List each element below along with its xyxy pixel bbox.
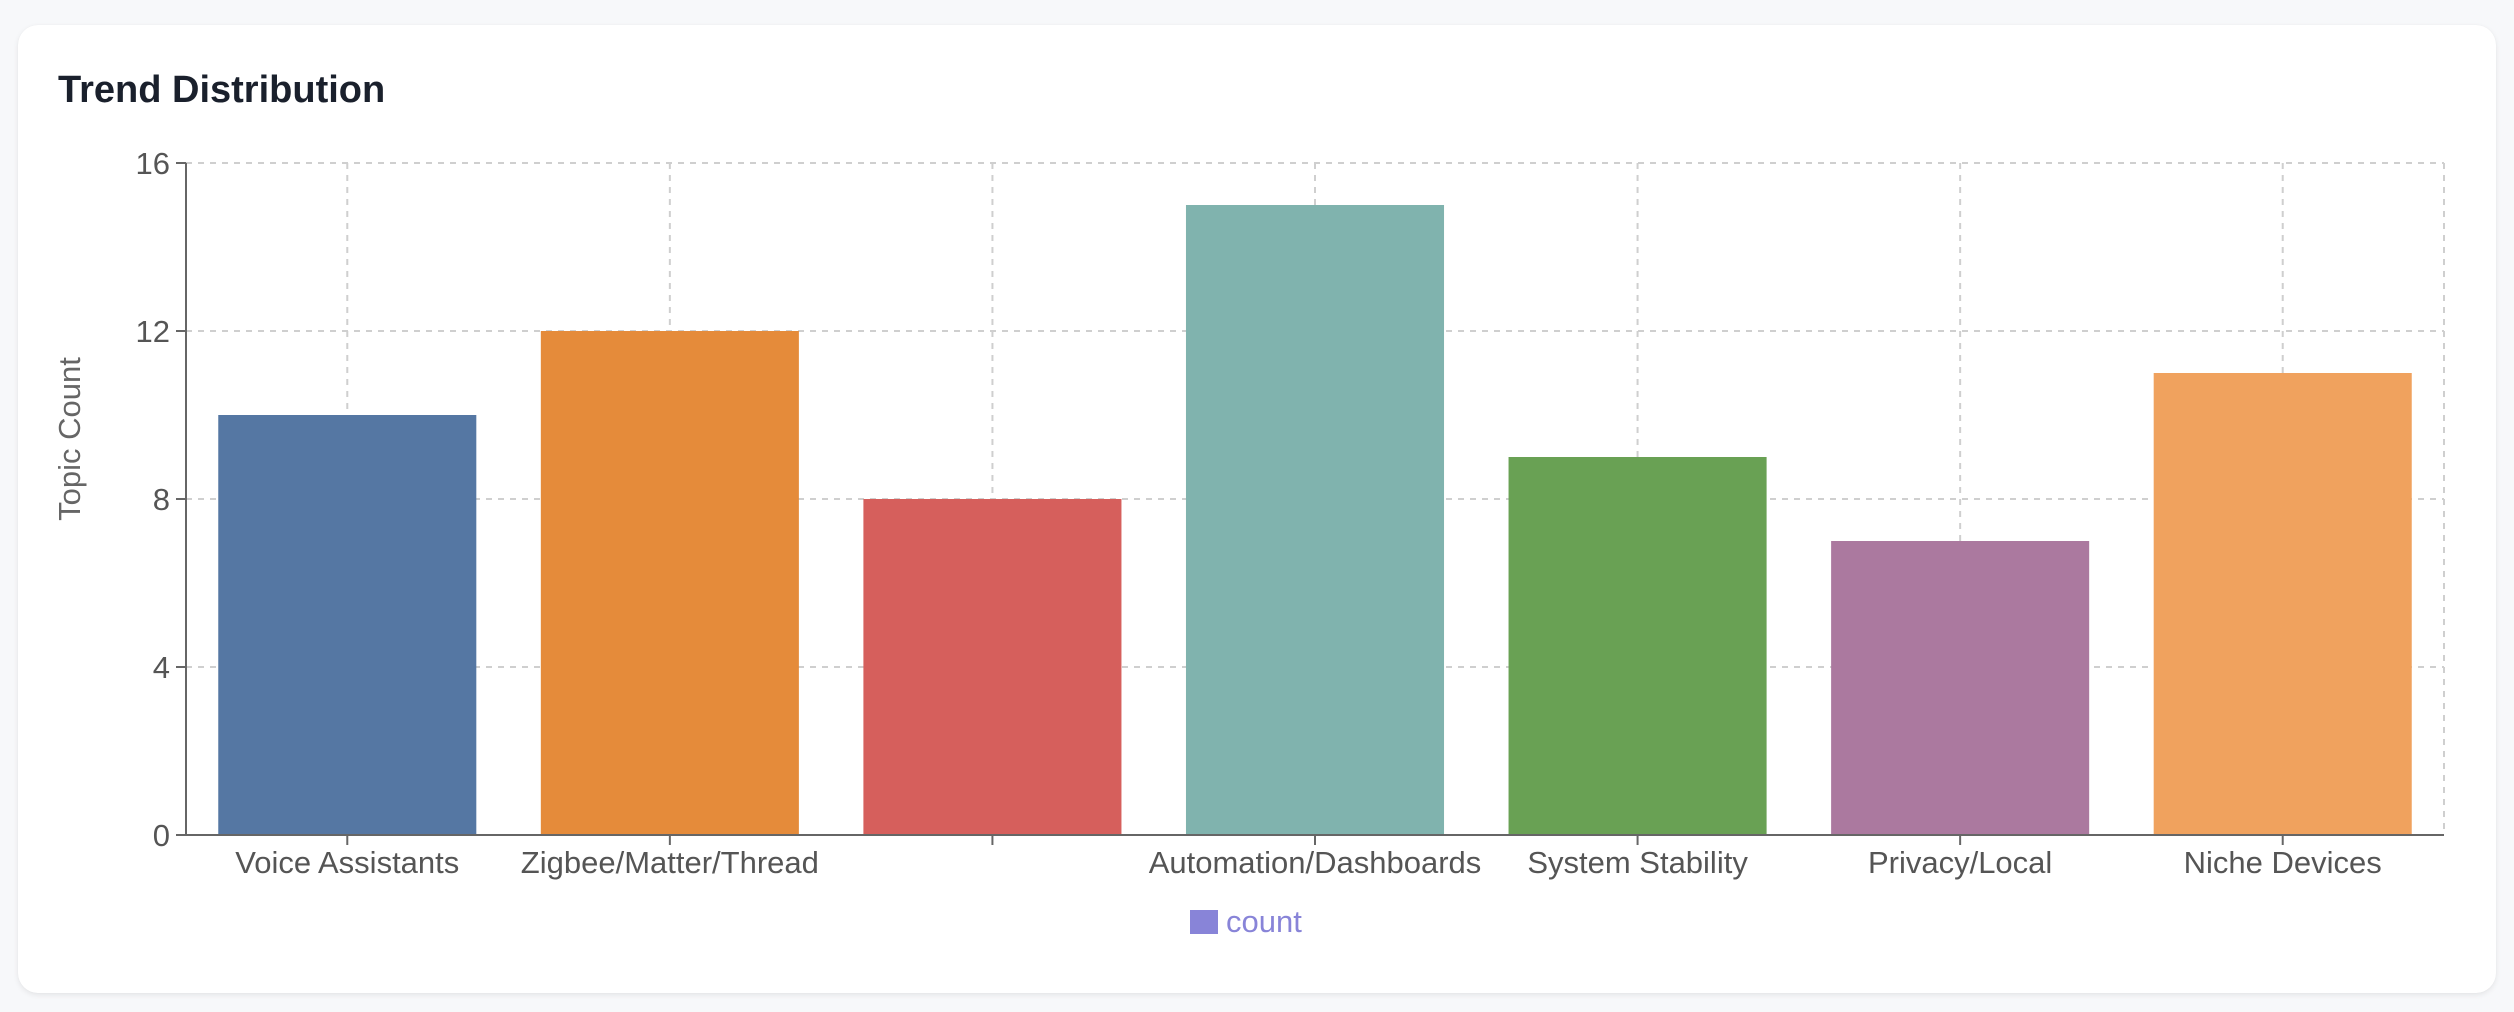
axes: 0 4 8 12 16 Voice Assistants Zigbee/Matter/Thr… <box>136 146 2444 880</box>
bar-0[interactable] <box>218 415 477 835</box>
y-tick-label: 0 <box>153 818 170 853</box>
bar-3[interactable] <box>1185 205 1445 835</box>
legend-label-count: count <box>1226 904 1302 939</box>
chart-title: Trend Distribution <box>58 69 386 111</box>
x-tick-label: Zigbee/Matter/Thread <box>521 845 819 880</box>
y-tick-label: 12 <box>136 314 170 349</box>
bar-chart: 0 4 8 12 16 Voice Assistants Zigbee/Matter/Thr… <box>52 146 2445 939</box>
bar-1[interactable] <box>540 331 799 835</box>
legend-swatch-count <box>1190 910 1218 934</box>
bar-5[interactable] <box>1831 541 2090 835</box>
x-tick-label: Voice Assistants <box>235 845 459 880</box>
bar-4[interactable] <box>1508 457 1767 835</box>
y-axis-title: Topic Count <box>52 357 87 521</box>
x-tick-label: System Stability <box>1527 845 1748 880</box>
y-tick-label: 4 <box>153 650 170 685</box>
y-tick-label: 8 <box>153 482 170 517</box>
bar-2[interactable] <box>863 499 1122 835</box>
bar-6[interactable] <box>2153 373 2412 835</box>
chart-card: Trend Distribution 0 4 8 12 16 Voice Assistan… <box>18 25 2496 993</box>
x-tick-label: Automation/Dashboards <box>1149 845 1482 880</box>
y-tick-label: 16 <box>136 146 170 181</box>
legend[interactable]: count <box>1190 904 1302 939</box>
x-tick-label: Privacy/Local <box>1868 845 2052 880</box>
x-tick-label: Niche Devices <box>2184 845 2382 880</box>
bars <box>218 205 2412 835</box>
